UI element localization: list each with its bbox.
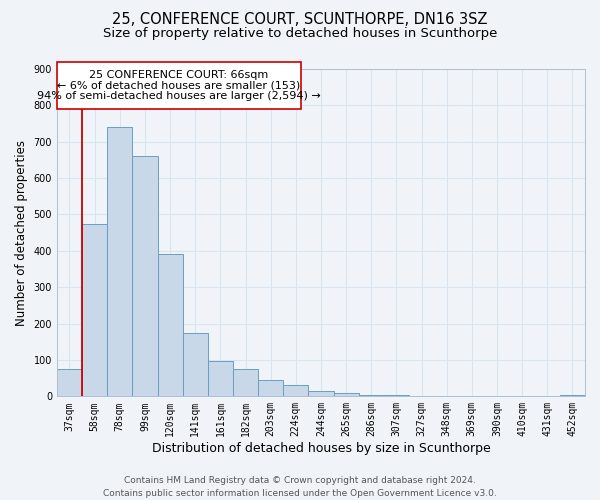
Bar <box>359 394 384 396</box>
Text: Size of property relative to detached houses in Scunthorpe: Size of property relative to detached ho… <box>103 28 497 40</box>
Bar <box>182 332 208 396</box>
Text: 25 CONFERENCE COURT: 66sqm: 25 CONFERENCE COURT: 66sqm <box>89 70 269 80</box>
Bar <box>384 395 409 396</box>
Bar <box>560 394 585 396</box>
Text: 94% of semi-detached houses are larger (2,594) →: 94% of semi-detached houses are larger (… <box>37 91 321 101</box>
Bar <box>82 224 107 396</box>
Y-axis label: Number of detached properties: Number of detached properties <box>15 140 28 326</box>
Bar <box>334 392 359 396</box>
Bar <box>283 384 308 396</box>
Bar <box>57 369 82 396</box>
Text: Contains HM Land Registry data © Crown copyright and database right 2024.
Contai: Contains HM Land Registry data © Crown c… <box>103 476 497 498</box>
Bar <box>208 361 233 396</box>
Bar <box>308 391 334 396</box>
Bar <box>133 156 158 396</box>
Text: 25, CONFERENCE COURT, SCUNTHORPE, DN16 3SZ: 25, CONFERENCE COURT, SCUNTHORPE, DN16 3… <box>112 12 488 28</box>
X-axis label: Distribution of detached houses by size in Scunthorpe: Distribution of detached houses by size … <box>152 442 490 455</box>
Bar <box>158 254 182 396</box>
Bar <box>258 380 283 396</box>
Bar <box>107 127 133 396</box>
Text: ← 6% of detached houses are smaller (153): ← 6% of detached houses are smaller (153… <box>57 80 301 90</box>
Bar <box>233 369 258 396</box>
